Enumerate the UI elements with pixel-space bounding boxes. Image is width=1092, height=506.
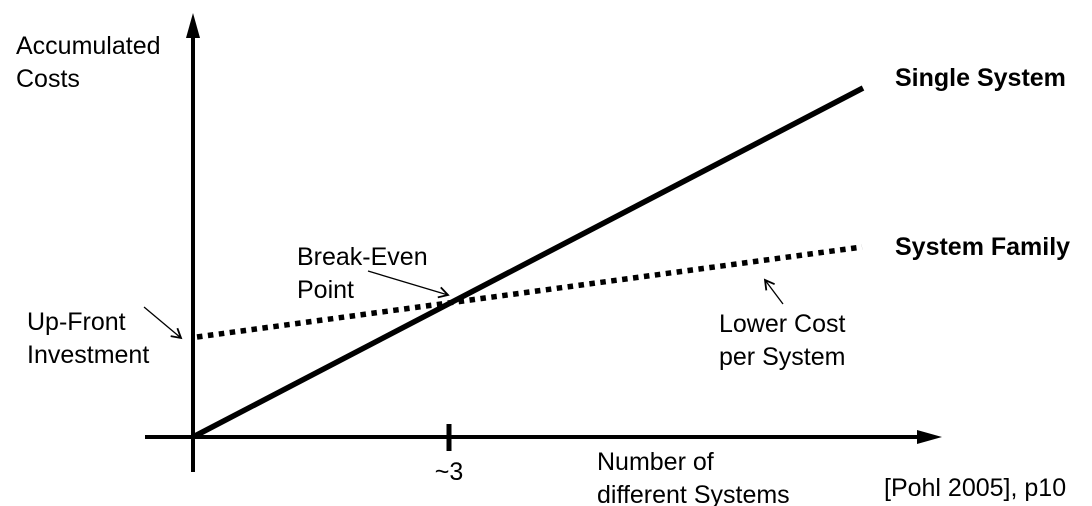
up-front-investment-label: Up-Front Investment <box>27 308 150 369</box>
x-tick-label: ~3 <box>434 458 464 486</box>
lower-cost-arrow <box>763 278 784 305</box>
system-family-line <box>196 244 863 340</box>
up-front-arrow <box>143 306 183 340</box>
break-even-arrow <box>367 270 450 299</box>
lower-cost-label: Lower Cost per System <box>719 310 846 371</box>
y-axis-label: Accumulated Costs <box>16 32 161 93</box>
break-even-label: Break-Even Point <box>297 243 428 304</box>
x-axis-label: Number of different Systems <box>597 448 790 506</box>
citation: [Pohl 2005], p10 <box>884 474 1067 502</box>
single-system-label: Single System <box>895 64 1066 92</box>
x-axis-arrowhead <box>917 430 942 444</box>
y-axis-arrowhead <box>186 13 200 38</box>
single-system-line <box>191 85 865 440</box>
system-family-label: System Family <box>895 233 1071 261</box>
